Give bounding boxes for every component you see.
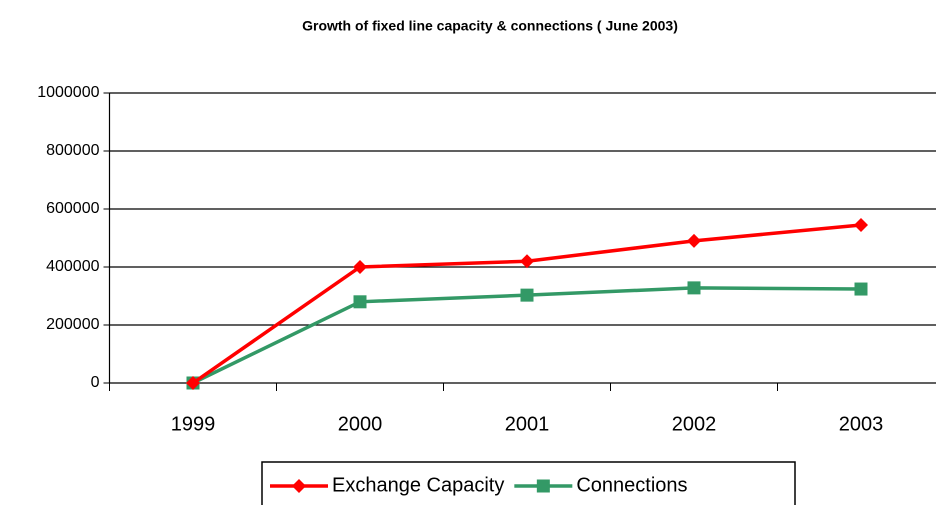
data-point — [854, 217, 868, 232]
data-point — [854, 282, 868, 296]
chart-title: Growth of fixed line capacity & connecti… — [302, 18, 678, 34]
data-point — [687, 281, 701, 295]
y-tick-label: 1000000 — [37, 84, 99, 101]
legend-marker — [292, 479, 306, 493]
legend-label: Connections — [576, 474, 687, 496]
y-tick-label: 0 — [91, 374, 100, 391]
data-point — [186, 376, 200, 390]
x-tick-label: 2002 — [672, 413, 717, 435]
x-tick-label: 2000 — [338, 413, 383, 435]
legend-box — [261, 461, 796, 505]
x-tick-label: 2001 — [505, 413, 550, 435]
legend-marker — [536, 479, 550, 493]
x-tick-label: 1999 — [171, 413, 216, 435]
data-point — [353, 260, 367, 274]
data-point — [520, 254, 534, 269]
data-point — [687, 233, 701, 248]
data-point — [353, 295, 367, 309]
x-tick-label: 2003 — [839, 413, 884, 435]
data-point — [520, 288, 534, 302]
series-line — [192, 223, 862, 385]
series-line — [192, 286, 862, 385]
y-tick-label: 400000 — [46, 258, 99, 275]
y-tick-label: 200000 — [46, 316, 99, 333]
y-tick-label: 800000 — [46, 142, 99, 159]
y-tick-label: 600000 — [46, 200, 99, 217]
legend-label: Exchange Capacity — [332, 474, 504, 496]
